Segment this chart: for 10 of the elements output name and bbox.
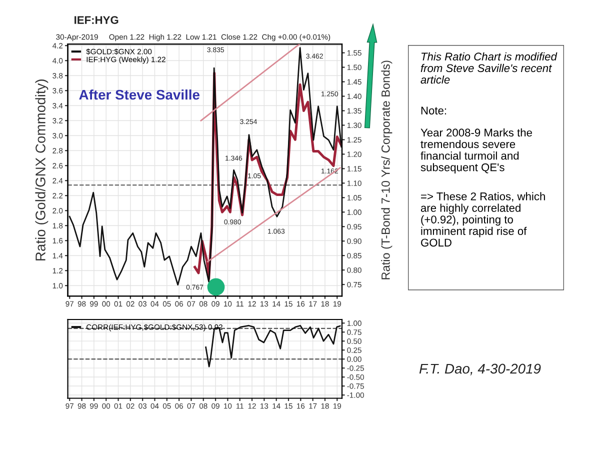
text: => These 2 Ratios, which are highly correlated (+0.92), pointing to imminent rapid rise of GOLD [420, 192, 545, 247]
y-axis-title: Ratio (Gold/GNX Commodity) [35, 80, 48, 260]
text: F.T. Dao, 4-30-2019 [419, 364, 541, 376]
annotation: After Steve Saville [79, 89, 200, 100]
y2-axis-title: Ratio (T-Bond 7-10 Yrs/ Corporate Bonds) [381, 60, 392, 280]
line-series [205, 324, 341, 368]
text: Year 2008-9 Marks the tremendous severe financial turmoil and subsequent QE's [420, 128, 532, 174]
text: This Ratio Chart is modified from Steve Saville's recent article [420, 52, 558, 84]
chart-title: IEF:HYG [74, 16, 118, 24]
text: Note: [421, 106, 446, 114]
